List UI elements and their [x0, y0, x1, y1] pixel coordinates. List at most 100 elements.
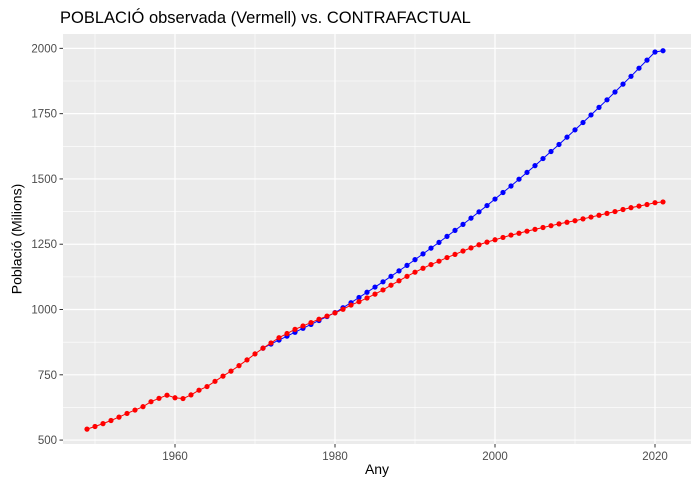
y-tick-label: 1000 [31, 305, 57, 317]
data-point [156, 395, 162, 401]
data-point [388, 273, 394, 279]
data-point [620, 81, 626, 87]
data-point [172, 395, 178, 401]
data-point [476, 209, 482, 215]
data-point [452, 251, 458, 258]
data-point [324, 313, 330, 319]
data-point [564, 219, 570, 225]
data-point [92, 423, 98, 430]
data-point [364, 295, 370, 301]
data-point [452, 227, 458, 233]
y-tick-label: 1250 [31, 239, 57, 251]
data-point [588, 112, 594, 118]
data-point [180, 395, 186, 402]
data-point [132, 407, 138, 413]
data-point [644, 201, 650, 208]
data-point [148, 399, 154, 405]
data-point [292, 326, 298, 332]
data-point [596, 104, 602, 110]
x-tick-label: 2020 [642, 451, 668, 463]
data-point [380, 287, 386, 293]
data-point [188, 392, 194, 398]
data-point [516, 230, 522, 236]
data-point [660, 48, 666, 54]
data-point [612, 208, 618, 215]
data-point [196, 387, 202, 393]
data-point [484, 239, 490, 245]
data-point [460, 248, 466, 254]
data-point [628, 73, 634, 79]
data-point [340, 306, 346, 312]
data-point [628, 205, 634, 211]
data-point [260, 345, 266, 351]
series-layer [84, 48, 666, 432]
data-point [532, 226, 538, 232]
data-point [572, 218, 578, 224]
data-point [612, 89, 618, 95]
data-point [540, 155, 546, 162]
data-point [380, 279, 386, 285]
data-point [372, 284, 378, 290]
data-point [644, 57, 650, 63]
data-point [388, 282, 394, 288]
data-point [564, 134, 570, 140]
x-axis-title: Any [365, 461, 389, 477]
data-point [244, 357, 250, 363]
data-point [420, 265, 426, 271]
x-tick-label: 1960 [162, 451, 188, 463]
data-point [364, 289, 370, 295]
data-point [436, 258, 442, 264]
data-point [468, 215, 474, 221]
data-point [500, 189, 506, 196]
data-point [412, 269, 418, 275]
data-point [276, 335, 282, 341]
data-point [404, 262, 410, 268]
data-point [348, 302, 354, 308]
y-tick-label: 1500 [31, 174, 57, 186]
data-point [548, 148, 554, 155]
y-tick-label: 500 [38, 435, 57, 447]
data-point [484, 202, 490, 209]
data-point [652, 49, 658, 55]
data-point [100, 421, 106, 427]
data-point [108, 417, 114, 424]
data-point [284, 330, 290, 337]
data-point [500, 234, 506, 241]
data-point [84, 426, 90, 432]
data-point [580, 216, 586, 222]
chart-title: POBLACIÓ observada (Vermell) vs. CONTRAF… [60, 8, 471, 27]
data-point [164, 392, 170, 398]
data-point [444, 233, 450, 239]
data-point [428, 261, 434, 268]
data-point [660, 199, 666, 205]
series-1 [84, 199, 666, 432]
data-point [212, 378, 218, 384]
y-tick-label: 2000 [31, 43, 57, 55]
data-point [316, 316, 322, 322]
x-axis: 1960 1980 2000 2020 [162, 444, 668, 463]
data-point [252, 351, 258, 357]
data-point [556, 141, 562, 148]
data-point [228, 368, 234, 374]
data-point [636, 65, 642, 71]
minor-gridlines [63, 34, 691, 444]
data-point [428, 245, 434, 251]
y-axis-title: Població (Milions) [9, 184, 25, 294]
data-point [300, 323, 306, 329]
data-point [596, 212, 602, 218]
data-point [476, 242, 482, 248]
data-point [420, 251, 426, 257]
data-point [124, 410, 130, 417]
data-point [532, 163, 538, 169]
data-point [236, 363, 242, 369]
data-point [580, 119, 586, 126]
data-point [516, 176, 522, 182]
data-point [524, 169, 530, 176]
x-tick-label: 2000 [482, 451, 508, 463]
data-point [604, 97, 610, 103]
data-point [396, 268, 402, 274]
data-point [508, 232, 514, 238]
data-point [548, 223, 554, 229]
data-point [492, 237, 498, 243]
